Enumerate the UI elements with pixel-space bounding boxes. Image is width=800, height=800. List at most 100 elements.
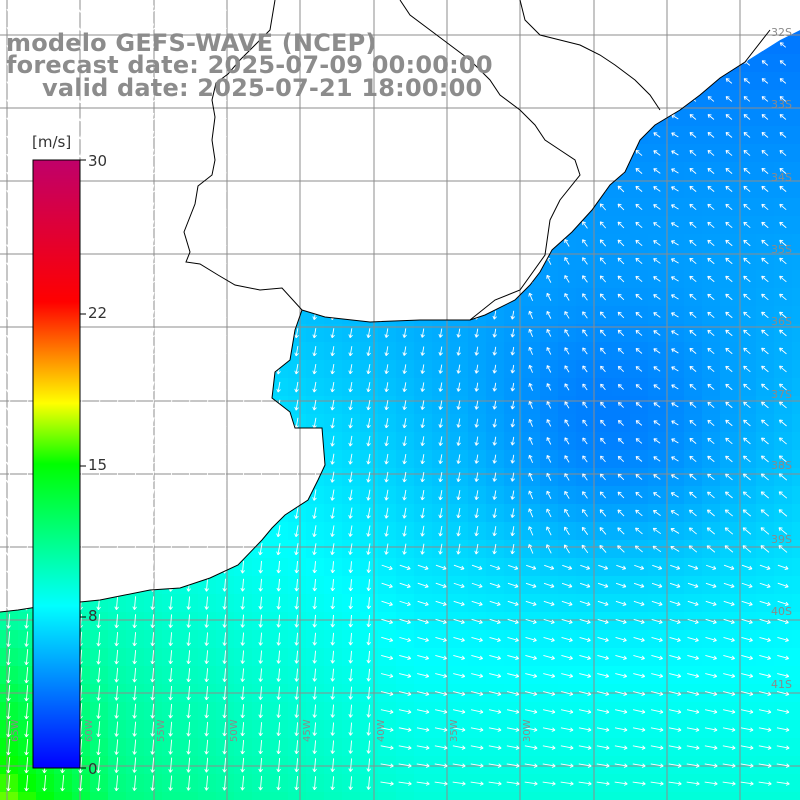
wind-cell	[792, 486, 800, 504]
wind-cell	[126, 792, 144, 800]
wind-cell	[792, 792, 800, 800]
lat-label: 39S	[771, 533, 792, 546]
wind-cell	[792, 90, 800, 108]
colorbar-scale	[32, 159, 81, 769]
wind-cell	[378, 792, 396, 800]
wind-cell	[792, 108, 800, 126]
wind-cell	[792, 216, 800, 234]
wind-cell	[792, 540, 800, 558]
wind-cell	[0, 792, 18, 800]
wind-cell	[792, 414, 800, 432]
wind-cell	[666, 792, 684, 800]
wind-cell	[792, 738, 800, 756]
wind-cell	[792, 342, 800, 360]
wind-cell	[396, 792, 414, 800]
wind-cell	[738, 792, 756, 800]
wind-cell	[792, 450, 800, 468]
lat-label: 40S	[771, 605, 792, 618]
lon-label: 45W	[302, 719, 313, 742]
wind-cell	[792, 666, 800, 684]
lat-label: 32S	[771, 26, 792, 39]
wind-cell	[270, 792, 288, 800]
colorbar-tick-22: 22	[88, 304, 108, 322]
lon-label: 55W	[156, 719, 167, 742]
wind-cell	[792, 270, 800, 288]
wind-cell	[540, 792, 558, 800]
lat-label: 35S	[771, 243, 792, 256]
wind-cell	[234, 792, 252, 800]
wind-cell	[792, 180, 800, 198]
wind-cell	[792, 558, 800, 576]
wind-cell	[792, 252, 800, 270]
wind-cell	[594, 792, 612, 800]
wind-cell	[720, 792, 738, 800]
wind-cell	[360, 792, 378, 800]
wind-cell	[792, 378, 800, 396]
wind-cell	[324, 792, 342, 800]
wind-cell	[576, 792, 594, 800]
colorbar-unit: [m/s]	[32, 133, 72, 151]
wind-cell	[792, 288, 800, 306]
wind-cell	[630, 792, 648, 800]
wind-cell	[792, 756, 800, 774]
wind-cell	[252, 792, 270, 800]
lon-label: 40W	[376, 719, 387, 742]
lon-label: 35W	[449, 719, 460, 742]
wind-cell	[72, 792, 90, 800]
wind-cell	[522, 792, 540, 800]
wind-cell	[792, 198, 800, 216]
wind-cell	[198, 792, 216, 800]
lat-label: 41S	[771, 678, 792, 691]
wind-cell	[792, 630, 800, 648]
wind-cell	[504, 792, 522, 800]
wind-cell	[792, 396, 800, 414]
wind-cell	[18, 792, 36, 800]
wind-cell	[792, 774, 800, 792]
wind-cell	[612, 792, 630, 800]
lat-label: 33S	[771, 98, 792, 111]
wind-cell	[774, 792, 792, 800]
wind-cell	[306, 792, 324, 800]
wind-cell	[792, 324, 800, 342]
valid-date: valid date: 2025-07-21 18:00:00	[42, 74, 483, 102]
wind-cell	[756, 792, 774, 800]
wind-cell	[792, 126, 800, 144]
wind-cell	[684, 792, 702, 800]
wind-cell	[792, 234, 800, 252]
wind-cell	[792, 36, 800, 54]
lat-label: 36S	[771, 315, 792, 328]
wind-cell	[792, 504, 800, 522]
colorbar-tick-30: 30	[88, 152, 108, 170]
wind-cell	[108, 792, 126, 800]
wind-cell	[648, 792, 666, 800]
wind-cell	[792, 648, 800, 666]
colorbar-tick-0: 0	[88, 760, 98, 778]
wind-cell	[180, 792, 198, 800]
colorbar-tick-15: 15	[88, 456, 108, 474]
wind-cell	[162, 792, 180, 800]
wind-cell	[414, 792, 432, 800]
wind-cell	[792, 720, 800, 738]
wind-cell	[288, 792, 306, 800]
wind-cell	[792, 144, 800, 162]
colorbar-tick-8: 8	[88, 607, 98, 625]
wind-cell	[36, 792, 54, 800]
wind-cell	[144, 792, 162, 800]
wind-cell	[702, 792, 720, 800]
wind-cell	[792, 72, 800, 90]
wind-cell	[450, 792, 468, 800]
lon-label: 60W	[84, 719, 95, 742]
wind-cell	[792, 594, 800, 612]
wind-cell	[792, 576, 800, 594]
wind-cell	[54, 792, 72, 800]
wind-cell	[792, 306, 800, 324]
lon-label: 30W	[522, 719, 533, 742]
wind-cell	[792, 612, 800, 630]
wind-cell	[792, 54, 800, 72]
lat-label: 34S	[771, 171, 792, 184]
lon-label: 65W	[10, 719, 21, 742]
wind-cell	[792, 468, 800, 486]
wind-cell	[468, 792, 486, 800]
wind-cell	[342, 792, 360, 800]
wind-cell	[792, 522, 800, 540]
